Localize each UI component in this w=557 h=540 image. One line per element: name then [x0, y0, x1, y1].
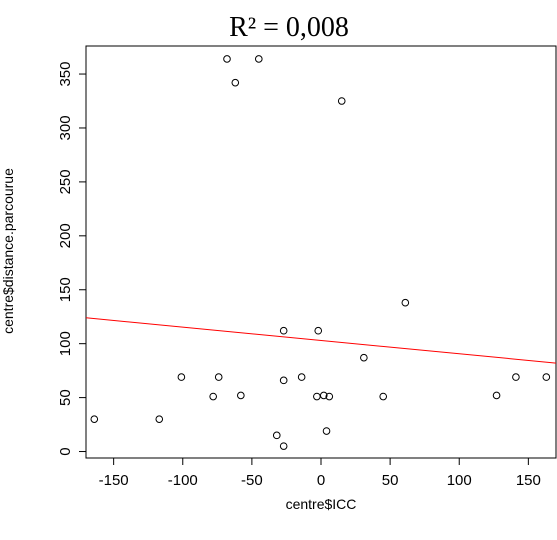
- data-point: [177, 373, 186, 381]
- data-point: [297, 373, 306, 381]
- x-tick-label: 0: [317, 472, 325, 489]
- y-tick-label: 50: [57, 389, 74, 406]
- x-tick-label: 100: [447, 472, 472, 489]
- data-point: [279, 442, 288, 450]
- data-point: [155, 415, 164, 423]
- data-point: [223, 55, 231, 63]
- y-tick-label: 250: [57, 169, 74, 194]
- data-point: [279, 326, 288, 335]
- data-point: [314, 326, 323, 335]
- y-tick-label: 350: [57, 62, 74, 87]
- data-point: [322, 427, 331, 435]
- data-point: [337, 97, 346, 105]
- data-point: [254, 55, 263, 63]
- data-point: [542, 373, 551, 381]
- data-point: [272, 431, 281, 440]
- data-point: [325, 392, 334, 401]
- y-axis-label: centre$distance.parcourue: [0, 168, 16, 334]
- x-axis-label: centre$ICC: [286, 496, 357, 512]
- y-tick-label: 200: [57, 223, 74, 248]
- y-tick-label: 150: [57, 277, 74, 302]
- data-point: [401, 298, 410, 307]
- data-point: [512, 373, 520, 381]
- data-point: [360, 353, 368, 362]
- chart-title: R² = 0,008: [229, 12, 349, 43]
- data-point: [319, 391, 328, 400]
- x-tick-label: 150: [516, 472, 541, 489]
- x-tick-label: -150: [99, 472, 129, 489]
- data-point: [237, 391, 245, 400]
- regression-line: [85, 317, 557, 364]
- data-point: [492, 391, 501, 400]
- x-tick-label: 50: [382, 472, 399, 489]
- data-point: [214, 373, 223, 381]
- data-point: [231, 78, 240, 87]
- y-tick-label: 0: [57, 447, 74, 455]
- y-tick-label: 100: [57, 331, 74, 356]
- x-tick-label: -100: [168, 472, 198, 489]
- data-point: [379, 392, 388, 401]
- y-tick-label: 300: [57, 115, 74, 140]
- x-tick-label: -50: [241, 472, 263, 489]
- data-point: [209, 392, 217, 401]
- data-point: [279, 376, 288, 385]
- data-point: [313, 392, 321, 401]
- data-point: [90, 415, 99, 423]
